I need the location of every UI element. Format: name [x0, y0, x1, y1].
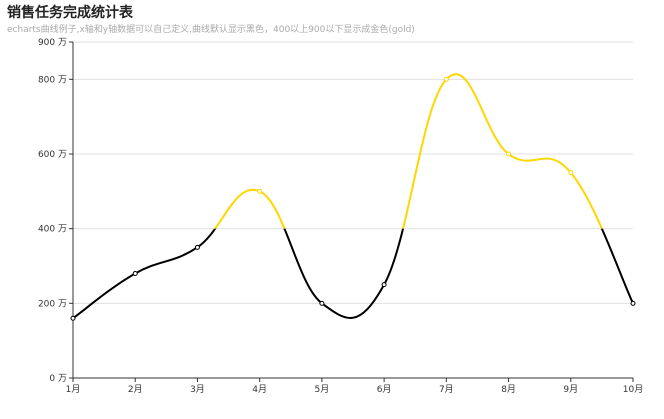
y-tick-label: 200 万	[38, 299, 67, 309]
data-point[interactable]	[381, 282, 387, 288]
axes	[72, 42, 633, 379]
chart-title: 销售任务完成统计表	[7, 5, 133, 21]
y-tick-label: 400 万	[38, 225, 67, 235]
data-point[interactable]	[506, 151, 512, 157]
x-tick-label: 5月	[315, 384, 330, 395]
x-tick-label: 10月	[623, 384, 643, 395]
x-tick-label: 4月	[252, 384, 267, 395]
x-tick-label: 3月	[190, 384, 205, 395]
y-tick-label: 900 万	[38, 38, 67, 48]
series-points	[70, 76, 636, 321]
series-line-default	[72, 228, 634, 320]
data-point[interactable]	[630, 300, 636, 306]
x-tick-label: 7月	[439, 384, 454, 395]
data-point[interactable]	[194, 244, 200, 250]
x-tick-label: 9月	[563, 384, 578, 395]
y-tick-label: 800 万	[38, 75, 67, 85]
data-point[interactable]	[70, 315, 76, 321]
y-axis-tick-labels: 0 万 200 万 400 万 600 万 800 万 900 万	[38, 38, 73, 384]
data-point[interactable]	[132, 270, 138, 276]
data-point[interactable]	[319, 300, 325, 306]
data-point[interactable]	[568, 170, 574, 176]
x-axis-tick-labels: 1月 2月 3月 4月 5月 6月 7月 8月 9月 10月	[66, 378, 643, 395]
x-tick-label: 2月	[128, 384, 143, 395]
x-tick-label: 6月	[377, 384, 392, 395]
y-tick-label: 0 万	[49, 374, 67, 384]
data-point[interactable]	[443, 76, 449, 82]
x-tick-label: 8月	[501, 384, 516, 395]
y-tick-label: 600 万	[38, 150, 67, 160]
series-line	[72, 73, 634, 320]
data-point[interactable]	[257, 188, 263, 194]
grid-lines	[73, 41, 633, 304]
x-tick-label: 1月	[66, 384, 81, 395]
series-line-highlight	[213, 73, 603, 229]
chart-subtitle: echarts曲线例子,x轴和y轴数据可以自己定义,曲线默认显示黑色，400以上…	[7, 25, 415, 35]
